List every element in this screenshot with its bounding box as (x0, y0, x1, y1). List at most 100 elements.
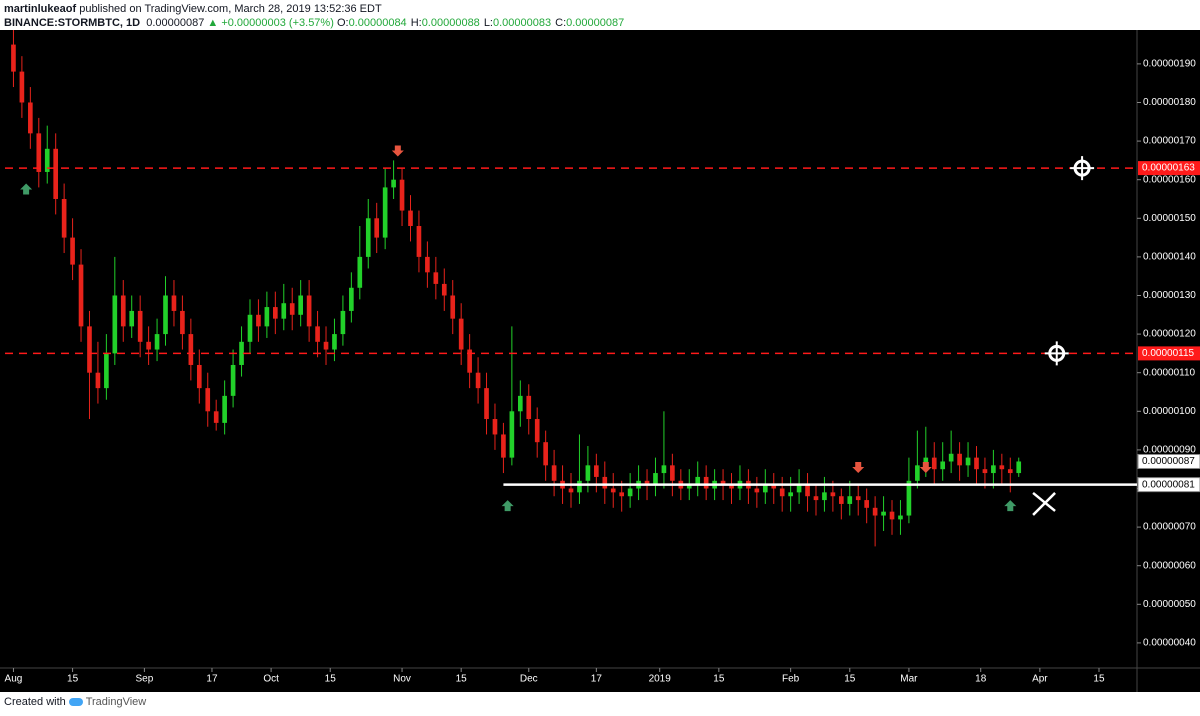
y-tick-label: 0.00000040 (1143, 638, 1196, 649)
footer: Created with TradingView (4, 696, 146, 708)
candle-body (974, 457, 979, 470)
arrow-down (391, 145, 404, 157)
candle-body (965, 457, 971, 466)
price-label-box (1137, 477, 1200, 493)
y-tick-label: 0.00000120 (1143, 329, 1196, 340)
arrow-down (852, 462, 865, 474)
candle-body (213, 411, 219, 423)
candle-body (661, 465, 667, 474)
candle-body (19, 71, 25, 103)
last-price-box (1137, 453, 1200, 469)
candle-body (610, 488, 616, 493)
x-tick-label: 15 (844, 674, 856, 685)
candle-body (484, 388, 489, 420)
candle-body (627, 488, 633, 497)
price-label-box (1138, 161, 1200, 176)
candle-body (948, 453, 954, 462)
change: ▲ +0.00000003 (+3.57%) (207, 17, 334, 29)
x-tick-label: 15 (456, 674, 468, 685)
candle-body (44, 148, 50, 172)
publish-line: martinlukeaof published on TradingView.c… (4, 3, 382, 15)
candle-body (577, 480, 582, 493)
candle-body (813, 496, 819, 501)
candle-body (771, 484, 777, 489)
y-tick-label: 0.00000170 (1143, 136, 1196, 147)
author[interactable]: martinlukeaof (4, 3, 77, 15)
candle-body (53, 148, 59, 199)
chart-background (0, 30, 1200, 692)
x-tick-label: Apr (1032, 674, 1048, 685)
candle-body (957, 453, 962, 466)
candle-body (619, 492, 625, 497)
candle-body (416, 226, 422, 257)
target-cross (1070, 156, 1095, 181)
symbol: BINANCE:STORMBTC, 1D (4, 17, 141, 29)
candle-body (1016, 461, 1022, 474)
x-tick-label: Nov (393, 674, 411, 685)
candle-body (720, 480, 726, 485)
candle-body (881, 511, 886, 516)
candle-body (526, 395, 532, 420)
candle-body (788, 492, 793, 497)
price-label: 0.00000081 (1142, 479, 1195, 490)
candle-body (78, 264, 84, 327)
candle-body (180, 310, 185, 335)
candle-body (762, 484, 768, 493)
candle-body (982, 469, 988, 474)
candle-body (357, 256, 363, 288)
candle-body (171, 295, 177, 311)
y-tick-label: 0.00000140 (1143, 252, 1196, 263)
ohlc-label: L: (483, 17, 493, 29)
price: 0.00000087 (146, 17, 205, 29)
candle-body (594, 465, 599, 477)
candle-body (991, 465, 996, 474)
x-tick-label: Sep (135, 674, 153, 685)
candle-body (11, 44, 16, 72)
ohlc-label: H: (410, 17, 422, 29)
candle-body (365, 218, 371, 257)
arrow-up (1004, 500, 1017, 512)
ohlc-value: 0.00000087 (566, 17, 625, 29)
candle-body (898, 515, 903, 520)
x-tick-label: 15 (67, 674, 79, 685)
candle-body (154, 334, 160, 350)
candle-body (374, 218, 380, 238)
chart: 0.00000040 0.00000050 0.00000060 0.00000070… (0, 30, 1200, 692)
candle-body (644, 480, 650, 485)
candle-body (915, 465, 920, 481)
footer-brand[interactable]: TradingView (85, 696, 147, 708)
y-tick-label: 0.00000110 (1143, 367, 1196, 378)
candle-body (458, 318, 464, 350)
price-label-box (1138, 346, 1200, 361)
price-label: 0.00000163 (1142, 163, 1195, 174)
x-tick-label: Mar (900, 674, 918, 685)
y-tick-label: 0.00000070 (1143, 522, 1196, 533)
candle-body (205, 388, 211, 412)
candle-body (475, 372, 481, 389)
candle-body (399, 179, 405, 211)
ohlc-value: 0.00000088 (421, 17, 480, 29)
y-tick-label: 0.00000190 (1143, 59, 1196, 70)
y-tick-label: 0.00000180 (1143, 97, 1196, 108)
candle-body (112, 295, 118, 354)
ohlc: O:0.00000084 H:0.00000088 L:0.00000083 C:0.… (337, 17, 628, 29)
candle-body (602, 476, 608, 489)
candle-body (382, 187, 388, 238)
candle-body (36, 133, 42, 172)
cross (1032, 491, 1056, 516)
candle-body (281, 303, 287, 319)
candle-body (247, 314, 253, 342)
candle-body (703, 476, 709, 489)
candle-body (450, 295, 456, 319)
candle-body (349, 287, 354, 311)
candle-body (670, 465, 675, 481)
candle-body (534, 419, 540, 443)
candle-body (129, 310, 135, 327)
candle-body (264, 307, 270, 327)
candle-body (425, 256, 430, 273)
candle-body (872, 507, 878, 516)
candle-body (492, 419, 498, 435)
ohlc-value: 0.00000083 (493, 17, 552, 29)
candle-body (695, 476, 701, 485)
y-tick-label: 0.00000090 (1143, 445, 1196, 456)
